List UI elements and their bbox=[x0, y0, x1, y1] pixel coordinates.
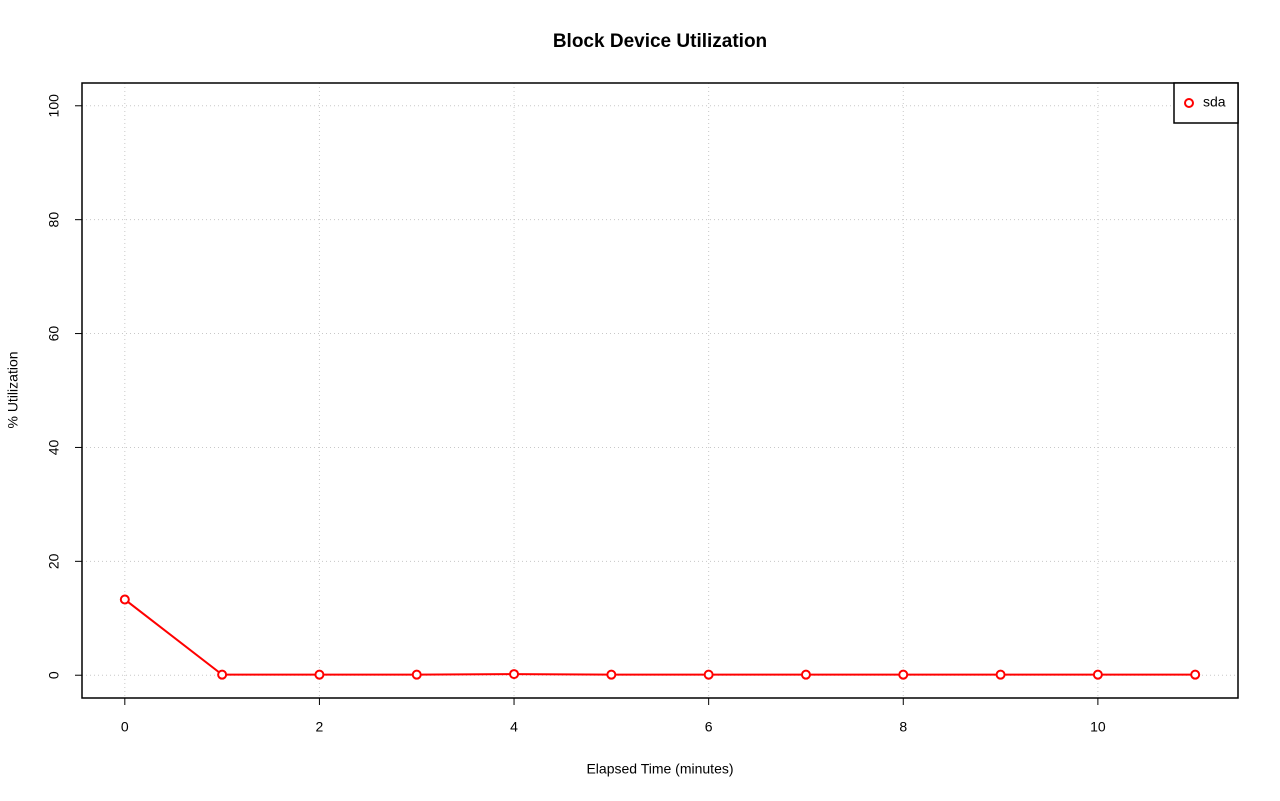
data-point bbox=[800, 669, 811, 680]
chart-title: Block Device Utilization bbox=[553, 31, 767, 52]
data-point bbox=[119, 594, 130, 605]
data-point bbox=[606, 669, 617, 680]
x-tick-label: 4 bbox=[510, 719, 518, 735]
data-point bbox=[1190, 669, 1201, 680]
data-point bbox=[898, 669, 909, 680]
data-point bbox=[703, 669, 714, 680]
x-tick-label: 6 bbox=[705, 719, 713, 735]
y-axis-label: % Utilization bbox=[5, 351, 21, 428]
data-point bbox=[995, 669, 1006, 680]
x-axis-label: Elapsed Time (minutes) bbox=[586, 761, 733, 777]
x-tick-label: 8 bbox=[899, 719, 907, 735]
x-tick-label: 10 bbox=[1090, 719, 1106, 735]
x-tick-label: 2 bbox=[316, 719, 324, 735]
data-point bbox=[1092, 669, 1103, 680]
x-tick-label: 0 bbox=[121, 719, 129, 735]
y-tick-label: 40 bbox=[46, 439, 62, 455]
legend-symbol bbox=[1184, 98, 1194, 108]
data-point bbox=[411, 669, 422, 680]
data-point bbox=[314, 669, 325, 680]
y-tick-label: 0 bbox=[46, 671, 62, 679]
series-line bbox=[124, 598, 1196, 676]
y-tick-label: 60 bbox=[46, 326, 62, 342]
y-tick-label: 20 bbox=[46, 553, 62, 569]
y-tick-label: 100 bbox=[46, 94, 62, 118]
y-tick-label: 80 bbox=[46, 212, 62, 228]
plot-frame bbox=[81, 82, 1239, 699]
legend-label: sda bbox=[1203, 94, 1226, 110]
data-point bbox=[217, 669, 228, 680]
data-point bbox=[509, 669, 520, 680]
